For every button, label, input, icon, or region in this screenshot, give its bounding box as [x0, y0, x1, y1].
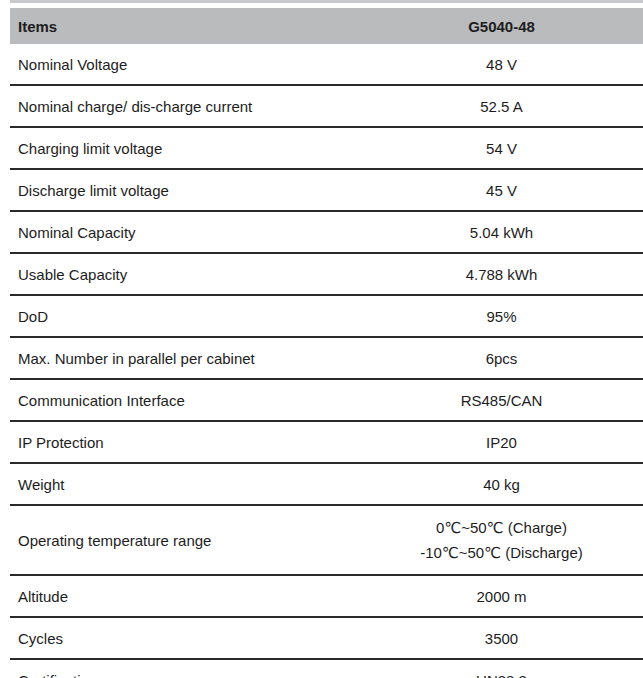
row-label: Charging limit voltage [10, 127, 360, 169]
row-label: Max. Number in parallel per cabinet [10, 337, 360, 379]
table-row: Nominal charge/ dis-charge current 52.5 … [10, 85, 643, 127]
row-label: Nominal Capacity [10, 211, 360, 253]
header-model-label: G5040-48 [360, 8, 643, 44]
table-row: Communication Interface RS485/CAN [10, 379, 643, 421]
table-row: Nominal Voltage 48 V [10, 44, 643, 85]
table-row: Discharge limit voltage 45 V [10, 169, 643, 211]
header-items-label: Items [10, 8, 360, 44]
spec-sheet: Items G5040-48 Nominal Voltage 48 V Nomi… [10, 0, 643, 678]
row-value: 48 V [360, 44, 643, 85]
row-label: Altitude [10, 575, 360, 617]
table-row: Max. Number in parallel per cabinet 6pcs [10, 337, 643, 379]
table-row: Cycles 3500 [10, 617, 643, 659]
row-label: Certification [10, 659, 360, 678]
table-row: Weight 40 kg [10, 463, 643, 505]
top-divider [10, 0, 643, 3]
spec-table: Items G5040-48 Nominal Voltage 48 V Nomi… [10, 8, 643, 678]
row-value: 45 V [360, 169, 643, 211]
row-label: Discharge limit voltage [10, 169, 360, 211]
row-value: 95% [360, 295, 643, 337]
row-value: 5.04 kWh [360, 211, 643, 253]
row-label: Operating temperature range [10, 505, 360, 575]
row-value: 3500 [360, 617, 643, 659]
row-label: Weight [10, 463, 360, 505]
table-row: Charging limit voltage 54 V [10, 127, 643, 169]
row-label: DoD [10, 295, 360, 337]
row-value: 52.5 A [360, 85, 643, 127]
row-value: 6pcs [360, 337, 643, 379]
row-value: RS485/CAN [360, 379, 643, 421]
table-row: Altitude 2000 m [10, 575, 643, 617]
row-value: 40 kg [360, 463, 643, 505]
table-row: Nominal Capacity 5.04 kWh [10, 211, 643, 253]
table-header-row: Items G5040-48 [10, 8, 643, 44]
row-label: Nominal charge/ dis-charge current [10, 85, 360, 127]
table-row: DoD 95% [10, 295, 643, 337]
table-row: IP Protection IP20 [10, 421, 643, 463]
row-label: Usable Capacity [10, 253, 360, 295]
row-value: 4.788 kWh [360, 253, 643, 295]
table-row: Certification UN38.3 [10, 659, 643, 678]
row-value: UN38.3 [360, 659, 643, 678]
table-row: Usable Capacity 4.788 kWh [10, 253, 643, 295]
row-label: Communication Interface [10, 379, 360, 421]
row-label: IP Protection [10, 421, 360, 463]
table-row: Operating temperature range 0℃~50℃ (Char… [10, 505, 643, 575]
row-label: Cycles [10, 617, 360, 659]
row-value: 54 V [360, 127, 643, 169]
row-value: IP20 [360, 421, 643, 463]
row-value: 0℃~50℃ (Charge)-10℃~50℃ (Discharge) [360, 505, 643, 575]
row-label: Nominal Voltage [10, 44, 360, 85]
spec-table-body: Nominal Voltage 48 V Nominal charge/ dis… [10, 44, 643, 678]
row-value: 2000 m [360, 575, 643, 617]
